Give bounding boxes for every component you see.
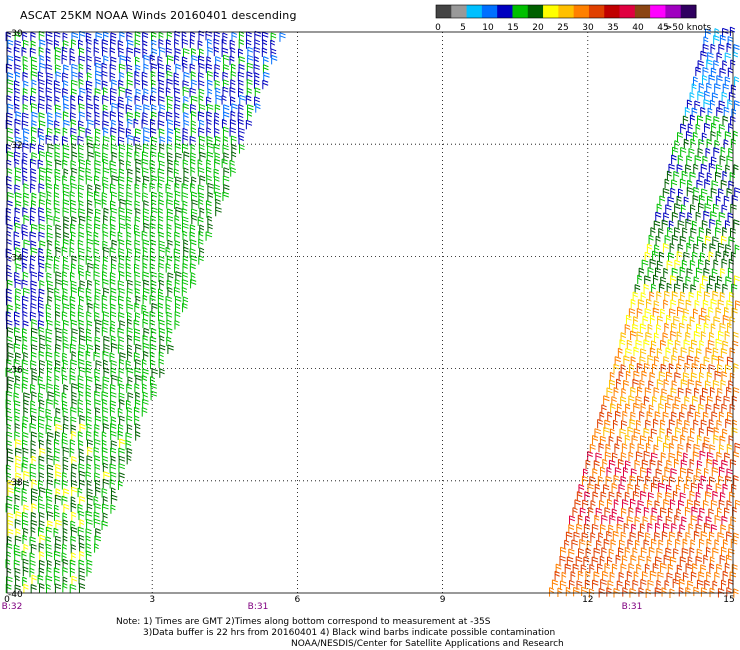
pass-time-label: B:31 <box>248 602 269 612</box>
graticule-grid <box>6 31 734 594</box>
legend-swatch <box>604 5 621 18</box>
note-line-1: Note: 1) Times are GMT 2)Times along bot… <box>116 617 491 627</box>
lon-label: 3 <box>149 595 155 605</box>
axis-labels: -30 -32 -34 -36 -38 -400 3 6 9 12 15 B:32 B:31 B:31 <box>2 29 735 612</box>
legend-swatch <box>543 5 559 18</box>
note-line-3: NOAA/NESDIS/Center for Satellite Applica… <box>291 639 564 649</box>
legend-swatch <box>512 5 529 18</box>
lat-label: -40 <box>8 590 23 600</box>
legend-label: >50 knots <box>665 23 712 33</box>
lat-label: -36 <box>8 366 23 376</box>
legend-swatch <box>451 5 468 18</box>
lon-label: 9 <box>440 595 446 605</box>
lon-label: 6 <box>295 595 301 605</box>
legend-swatch <box>497 5 513 18</box>
lon-label: 12 <box>582 595 593 605</box>
note-line-2: 3)Data buffer is 22 hrs from 20160401 4)… <box>143 628 556 638</box>
legend-swatch <box>573 5 590 18</box>
legend-label: 0 <box>435 23 441 33</box>
legend-swatch <box>619 5 636 18</box>
legend-swatch <box>588 5 605 18</box>
legend-swatch <box>634 5 651 18</box>
legend-label: 25 <box>557 23 568 33</box>
color-legend: 0 5 10 15 20 25 30 35 40 45>50 knots <box>435 4 712 33</box>
legend-swatch <box>558 5 575 18</box>
legend-swatch <box>680 5 697 18</box>
legend-swatch <box>481 5 498 18</box>
map-frame <box>6 31 734 594</box>
lon-label: 15 <box>723 595 734 605</box>
lat-label: -32 <box>8 141 23 151</box>
pass-time-label: B:31 <box>622 602 643 612</box>
legend-label: 35 <box>607 23 618 33</box>
lat-label: -30 <box>8 29 23 39</box>
legend-swatch <box>527 5 544 18</box>
legend-label: 45 <box>657 23 668 33</box>
lon-label: 0 <box>4 595 10 605</box>
legend-swatch <box>650 5 666 18</box>
legend-swatch <box>466 5 483 18</box>
legend-swatch <box>436 5 452 18</box>
legend-label: 15 <box>507 23 518 33</box>
map-title: ASCAT 25KM NOAA Winds 20160401 descendin… <box>20 9 297 22</box>
legend-label: 20 <box>532 23 544 33</box>
wind-barbs-layer <box>5 26 740 598</box>
legend-swatch <box>665 5 682 18</box>
legend-label: 5 <box>460 23 466 33</box>
pass-time-label: B:32 <box>2 602 23 612</box>
lat-label: -38 <box>8 478 23 488</box>
lat-label: -34 <box>8 253 23 263</box>
legend-label: 10 <box>482 23 494 33</box>
legend-label: 30 <box>582 23 594 33</box>
legend-label: 40 <box>632 23 644 33</box>
